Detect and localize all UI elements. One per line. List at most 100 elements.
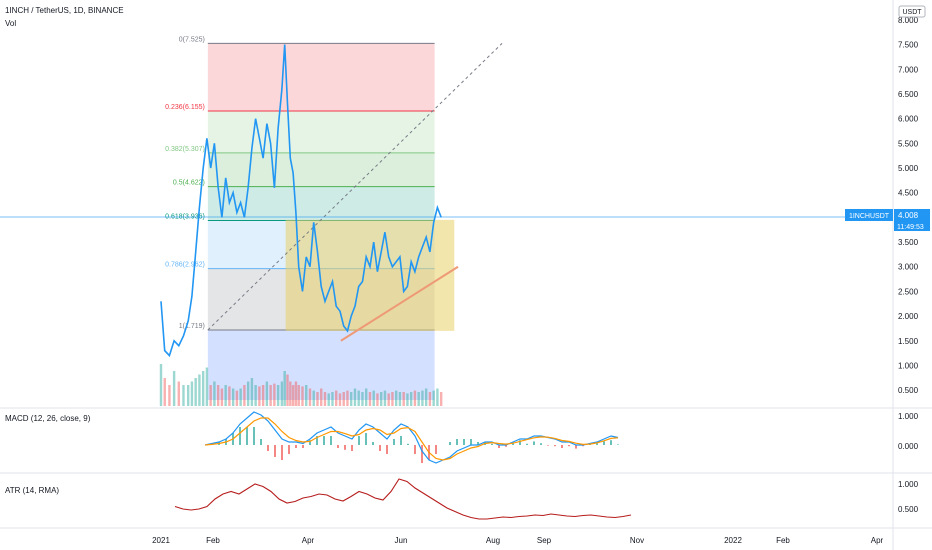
trendline[interactable] <box>340 265 459 342</box>
fib-level-label: 0.5(4.622) <box>173 180 205 187</box>
range-box[interactable] <box>285 219 455 331</box>
price-tick: 0.500 <box>898 386 919 395</box>
macd-histogram-bar <box>281 445 283 460</box>
volume-bar <box>286 374 289 406</box>
price-tick: 3.000 <box>898 263 919 272</box>
volume-bar <box>346 390 349 406</box>
volume-bar <box>216 385 220 406</box>
macd-histogram-bar <box>603 441 605 445</box>
price-tick: 2.000 <box>898 312 919 321</box>
time-tick: Feb <box>776 536 790 545</box>
macd-histogram-bar <box>407 443 409 445</box>
volume-bar <box>409 392 413 406</box>
price-tag <box>894 209 930 231</box>
price-tick: 2.500 <box>898 287 919 296</box>
volume-bar <box>182 385 185 406</box>
volume-bar <box>331 392 334 406</box>
macd-histogram-bar <box>540 443 542 445</box>
price-tick: 6.000 <box>898 115 919 124</box>
fib-band <box>207 186 435 221</box>
fib-band <box>207 43 435 112</box>
volume-bar <box>394 390 398 406</box>
time-tick: Apr <box>302 536 315 545</box>
volume-bar <box>312 390 315 406</box>
fib-level-label: 0.786(2.962) <box>165 262 205 269</box>
volume-bar <box>432 390 435 406</box>
volume-bar <box>308 388 312 406</box>
macd-line <box>204 411 619 464</box>
fib-band <box>207 111 435 153</box>
macd-histogram-bar <box>526 443 528 445</box>
volume-bar <box>220 388 224 406</box>
volume-bar <box>194 378 197 406</box>
macd-histogram-bar <box>596 443 598 445</box>
volume-bar <box>273 383 276 406</box>
volume-bar <box>231 388 235 406</box>
volume-bar <box>368 392 372 406</box>
price-tick: 5.000 <box>898 164 919 173</box>
atr-tick: 1.000 <box>898 480 919 489</box>
volume-bar <box>297 385 300 406</box>
price-tick: 1.000 <box>898 361 919 370</box>
volume-bar <box>246 381 250 406</box>
fib-band <box>207 152 435 187</box>
price-line <box>160 44 442 358</box>
volume-bar <box>205 367 209 406</box>
volume-bar <box>186 385 190 406</box>
volume-bar <box>301 386 304 406</box>
volume-bar <box>261 385 265 406</box>
macd-histogram-bar <box>568 445 570 447</box>
volume-bar <box>372 390 375 406</box>
macd-histogram-bar <box>288 445 290 454</box>
volume-bar <box>342 392 345 406</box>
volume-bar <box>198 374 201 406</box>
macd-title: MACD (12, 26, close, 9) <box>5 414 91 423</box>
macd-histogram-bar <box>617 444 619 445</box>
macd-histogram-bar <box>309 440 311 445</box>
currency-badge[interactable] <box>898 5 926 18</box>
price-tick: 3.500 <box>898 238 919 247</box>
macd-histogram-bar <box>239 427 241 445</box>
price-tick: 1.500 <box>898 337 919 346</box>
macd-histogram-bar <box>323 436 325 445</box>
volume-bar <box>172 371 176 406</box>
macd-histogram-bar <box>491 443 493 445</box>
fib-level-label: 0.382(5.307) <box>165 146 205 153</box>
symbol-tag-label: 1INCHUSDT <box>849 213 890 220</box>
macd-tick: 0.000 <box>898 442 919 451</box>
price-tick: 6.500 <box>898 90 919 99</box>
macd-histogram-bar <box>449 442 451 445</box>
price-axis-ticks: 8.000 7.500 7.000 6.500 6.000 5.500 5.000 4.500… <box>898 16 919 395</box>
macd-histogram-bar <box>575 445 577 449</box>
volume-bar <box>402 392 405 406</box>
macd-histogram-bar <box>393 439 395 445</box>
volume-bar <box>406 393 409 406</box>
volume-bar <box>265 381 269 406</box>
atr-line <box>174 478 632 520</box>
macd-histogram-bar <box>358 436 360 445</box>
volume-bar <box>379 392 383 406</box>
time-tick: Feb <box>206 536 220 545</box>
fib-retracement[interactable]: 0(7.525) 0.236(6.155) 0.382(5.307) 0.5(4.62… <box>165 36 435 400</box>
volume-bar <box>269 385 272 406</box>
price-tag-value: 4.008 <box>898 211 919 220</box>
macd-histogram-bar <box>267 445 269 451</box>
fib-trend-diagonal <box>207 43 503 331</box>
volume-bar <box>413 390 417 406</box>
macd-histogram-bar <box>316 436 318 445</box>
volume-bar <box>398 392 402 406</box>
currency-badge-label: USDT <box>902 9 922 16</box>
macd-histogram-bar <box>400 436 402 445</box>
price-tick: 4.500 <box>898 189 919 198</box>
fib-diagonal <box>207 43 503 331</box>
volume-bar <box>289 381 292 406</box>
fib-level-label: 1(1.719) <box>179 323 205 330</box>
volume-bar <box>305 385 308 406</box>
macd-histogram-bar <box>379 445 381 451</box>
volume-bar <box>276 385 280 406</box>
macd-histogram-bar <box>463 439 465 445</box>
volume-bar <box>320 388 323 406</box>
volume-bar <box>190 381 194 406</box>
macd-histogram-bar <box>610 440 612 445</box>
